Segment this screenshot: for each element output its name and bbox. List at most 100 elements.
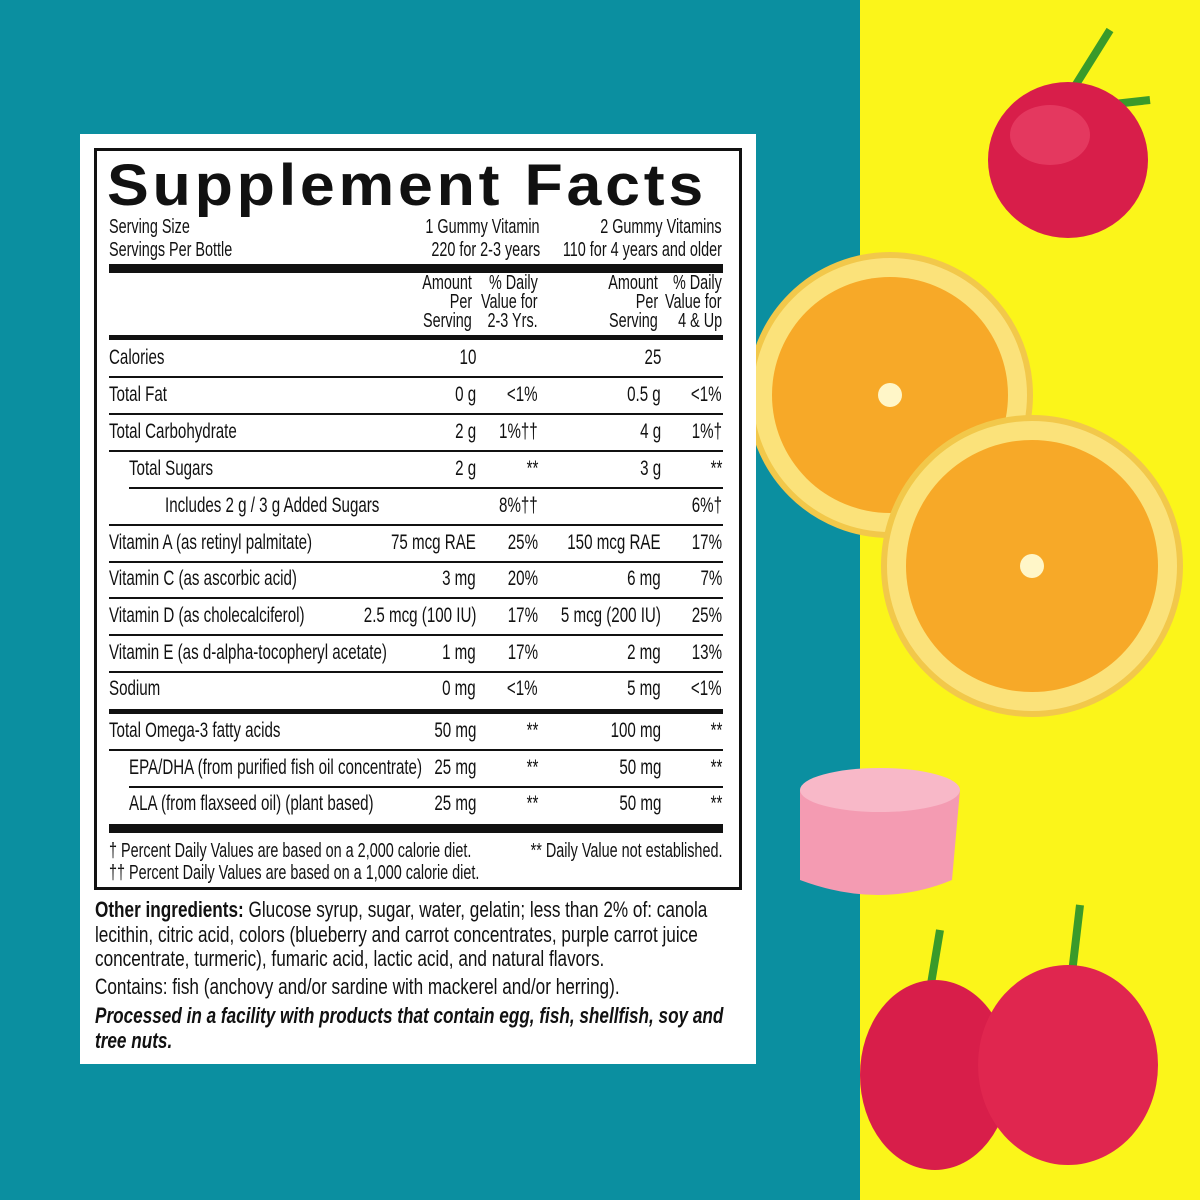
thick-divider bbox=[109, 709, 723, 714]
thick-divider bbox=[109, 264, 723, 273]
row-divider bbox=[129, 786, 723, 788]
amount-2-3yrs: 0 g bbox=[454, 383, 476, 406]
daily-value-2-3yrs: ** bbox=[526, 756, 538, 779]
amount-2-3yrs: 1 mg bbox=[442, 641, 476, 664]
nutrient-name: Vitamin E (as d-alpha-tocopheryl acetate… bbox=[109, 641, 387, 664]
header-dv2: 4 & Up bbox=[677, 310, 722, 332]
supplement-facts-label bbox=[80, 134, 756, 1064]
amount-2-3yrs: 25 mg bbox=[433, 756, 476, 779]
header-amount1: Amount bbox=[422, 272, 472, 294]
nutrient-name: Vitamin D (as cholecalciferol) bbox=[109, 604, 305, 627]
nutrient-name: Total Carbohydrate bbox=[109, 420, 237, 443]
daily-value-2-3yrs: ** bbox=[526, 719, 538, 742]
header-amount2: Per bbox=[635, 291, 658, 313]
amount-4-up: 6 mg bbox=[627, 567, 661, 590]
row-divider bbox=[129, 487, 723, 489]
row-divider bbox=[109, 597, 723, 599]
header-dv1: Value for bbox=[481, 291, 538, 313]
other-ingredients-text: Glucose syrup, sugar, water, gelatin; le… bbox=[95, 897, 708, 971]
daily-value-2-3yrs: 1%†† bbox=[499, 420, 538, 443]
thick-divider bbox=[109, 335, 723, 340]
row-divider bbox=[109, 634, 723, 636]
daily-value-4-up: 13% bbox=[691, 641, 722, 664]
serving-col2: 2 Gummy Vitamins bbox=[600, 216, 722, 238]
nutrient-name: Vitamin C (as ascorbic acid) bbox=[109, 567, 297, 590]
lemon-slice-2-image bbox=[881, 415, 1183, 717]
daily-value-2-3yrs: 17% bbox=[507, 604, 538, 627]
daily-value-4-up: ** bbox=[710, 457, 722, 480]
nutrient-name: Vitamin A (as retinyl palmitate) bbox=[109, 531, 313, 554]
serving-label: Servings Per Bottle bbox=[109, 239, 233, 261]
nutrient-name: Sodium bbox=[109, 677, 161, 700]
nutrient-name: Total Sugars bbox=[129, 457, 214, 480]
other-ingredients-label: Other ingredients: bbox=[95, 897, 244, 922]
gummy-vitamin-image bbox=[800, 768, 960, 895]
allergen-statement: Processed in a facility with products th… bbox=[95, 1003, 724, 1053]
daily-value-4-up: 25% bbox=[691, 604, 722, 627]
row-divider bbox=[109, 376, 723, 378]
nutrient-name: Total Omega-3 fatty acids bbox=[109, 719, 281, 742]
daily-value-4-up: ** bbox=[710, 756, 722, 779]
thick-divider bbox=[109, 824, 723, 833]
serving-col1: 1 Gummy Vitamin bbox=[425, 216, 540, 238]
contains-statement: Contains: fish (anchovy and/or sardine w… bbox=[95, 974, 620, 999]
daily-value-4-up: 6%† bbox=[691, 494, 722, 517]
amount-2-3yrs: 2.5 mcg (100 IU) bbox=[363, 604, 476, 627]
daily-value-4-up: ** bbox=[710, 719, 722, 742]
nutrient-name: Total Fat bbox=[109, 383, 167, 406]
amount-2-3yrs: 3 mg bbox=[442, 567, 476, 590]
amount-2-3yrs: 2 g bbox=[454, 420, 476, 443]
header-dv1: 2-3 Yrs. bbox=[487, 310, 538, 332]
amount-2-3yrs: 2 g bbox=[454, 457, 476, 480]
header-dv1: % Daily bbox=[489, 272, 538, 294]
daily-value-2-3yrs: ** bbox=[526, 792, 538, 815]
amount-4-up: 0.5 g bbox=[627, 383, 661, 406]
footnote-double-dagger: †† Percent Daily Values are based on a 1… bbox=[109, 862, 480, 884]
amount-4-up: 50 mg bbox=[618, 792, 661, 815]
header-amount1: Per bbox=[449, 291, 472, 313]
amount-4-up: 50 mg bbox=[618, 756, 661, 779]
nutrient-name: Includes 2 g / 3 g Added Sugars bbox=[165, 494, 380, 517]
amount-4-up: 3 g bbox=[639, 457, 661, 480]
other-ingredients: Other ingredients: Glucose syrup, sugar,… bbox=[95, 897, 750, 972]
daily-value-2-3yrs: 17% bbox=[507, 641, 538, 664]
header-dv2: Value for bbox=[665, 291, 722, 313]
row-divider bbox=[109, 524, 723, 526]
row-divider bbox=[109, 450, 723, 452]
daily-value-4-up: <1% bbox=[691, 677, 722, 700]
daily-value-2-3yrs: 25% bbox=[507, 531, 538, 554]
daily-value-2-3yrs: <1% bbox=[507, 383, 538, 406]
serving-col1: 220 for 2-3 years bbox=[431, 239, 540, 261]
header-amount2: Amount bbox=[608, 272, 658, 294]
amount-2-3yrs: 25 mg bbox=[433, 792, 476, 815]
amount-4-up: 5 mg bbox=[627, 677, 661, 700]
daily-value-4-up: 7% bbox=[700, 567, 722, 590]
raspberries-bottom-image bbox=[860, 904, 1158, 1170]
row-divider bbox=[109, 671, 723, 673]
daily-value-2-3yrs: 20% bbox=[507, 567, 538, 590]
facts-panel-border bbox=[94, 148, 742, 890]
amount-4-up: 100 mg bbox=[610, 719, 661, 742]
amount-4-up: 5 mcg (200 IU) bbox=[560, 604, 661, 627]
nutrient-name: ALA (from flaxseed oil) (plant based) bbox=[129, 792, 374, 815]
daily-value-4-up: ** bbox=[710, 792, 722, 815]
raspberry-top-image bbox=[988, 27, 1151, 238]
row-divider bbox=[109, 413, 723, 415]
daily-value-2-3yrs: ** bbox=[526, 457, 538, 480]
daily-value-4-up: 17% bbox=[691, 531, 722, 554]
header-dv2: % Daily bbox=[673, 272, 722, 294]
header-amount1: Serving bbox=[423, 310, 472, 332]
row-divider bbox=[109, 561, 723, 563]
amount-2-3yrs: 50 mg bbox=[433, 719, 476, 742]
amount-4-up: 25 bbox=[644, 346, 661, 369]
footnote-not-established: ** Daily Value not established. bbox=[530, 840, 722, 862]
amount-2-3yrs: 10 bbox=[459, 346, 476, 369]
daily-value-4-up: <1% bbox=[691, 383, 722, 406]
serving-col2: 110 for 4 years and older bbox=[562, 239, 722, 261]
amount-4-up: 2 mg bbox=[627, 641, 661, 664]
nutrient-name: Calories bbox=[109, 346, 165, 369]
header-amount2: Serving bbox=[609, 310, 658, 332]
amount-4-up: 4 g bbox=[639, 420, 661, 443]
daily-value-2-3yrs: 8%†† bbox=[499, 494, 538, 517]
